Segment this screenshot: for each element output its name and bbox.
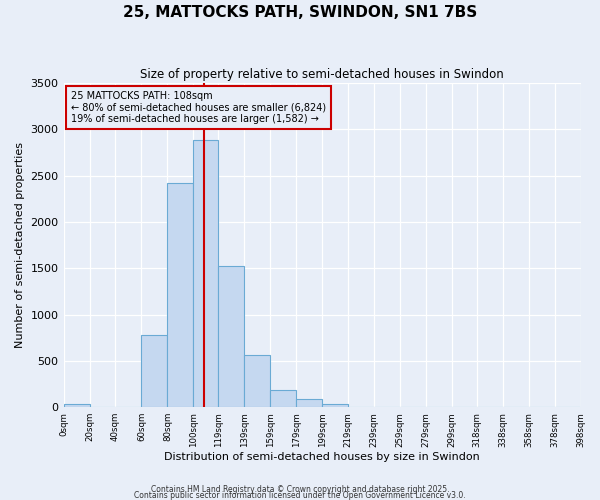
Bar (244, 356, 270, 407)
Text: 25 MATTOCKS PATH: 108sqm
← 80% of semi-detached houses are smaller (6,824)
19% o: 25 MATTOCKS PATH: 108sqm ← 80% of semi-d… (71, 91, 326, 124)
Text: Contains HM Land Registry data © Crown copyright and database right 2025.: Contains HM Land Registry data © Crown c… (151, 484, 449, 494)
Bar (142, 335, 167, 407)
Bar (167, 183, 193, 407)
Bar (218, 266, 244, 407)
Bar (296, 399, 322, 407)
Bar (270, 390, 296, 407)
X-axis label: Distribution of semi-detached houses by size in Swindon: Distribution of semi-detached houses by … (164, 452, 480, 462)
Bar (193, 140, 218, 407)
Title: Size of property relative to semi-detached houses in Swindon: Size of property relative to semi-detach… (140, 68, 504, 80)
Text: Contains public sector information licensed under the Open Government Licence v3: Contains public sector information licen… (134, 490, 466, 500)
Text: 25, MATTOCKS PATH, SWINDON, SN1 7BS: 25, MATTOCKS PATH, SWINDON, SN1 7BS (123, 5, 477, 20)
Bar (64, 404, 89, 407)
Y-axis label: Number of semi-detached properties: Number of semi-detached properties (15, 142, 25, 348)
Bar (322, 404, 348, 407)
